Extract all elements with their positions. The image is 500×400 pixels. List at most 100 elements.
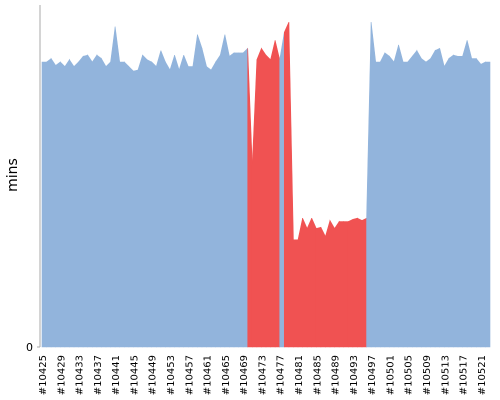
area-segment [114,26,121,348]
area-segment [407,55,413,348]
area-segment [69,58,75,348]
area-segment [485,61,491,348]
area-segment [466,40,473,348]
x-tick-label: #10521 [477,355,488,395]
area-segment [91,54,98,348]
x-tick-label: #10513 [440,355,451,395]
area-segment [288,22,294,348]
area-segment [430,49,436,348]
area-segment [352,217,358,348]
area-segment [347,218,354,348]
area-segment [311,218,317,348]
x-tick-label: #10453 [166,355,177,395]
x-tick-label: #10449 [148,355,159,395]
area-segment [201,48,207,348]
area-segment [123,61,130,348]
area-segment [334,220,340,348]
x-tick-label: #10457 [184,355,195,395]
area-segment [151,61,157,348]
area-segment [329,219,335,348]
area-segment [375,61,381,348]
area-segment [197,34,203,348]
area-segment [224,34,230,348]
x-tick-label: #10489 [331,355,342,395]
area-segment [265,54,271,348]
area-segment [343,221,349,348]
area-segment [242,47,249,348]
area-segment [475,57,482,348]
area-segment [297,218,303,348]
area-segment [155,50,162,348]
area-segment [480,61,486,348]
area-segment [325,220,331,348]
x-tick-label: #10509 [422,355,433,395]
area-segment [411,49,418,348]
area-segment [55,61,61,348]
area-segment [119,61,125,348]
x-tick-label: #10473 [257,355,268,395]
area-segment [210,60,217,348]
area-segment [146,59,153,348]
area-segment [206,65,212,348]
area-segment [137,55,143,348]
x-tick-label: #10469 [239,355,250,395]
area-segment [133,69,139,348]
y-tick-label: 0 [26,341,33,354]
area-segment [453,54,459,348]
area-segment [50,57,57,348]
area-segment [283,21,290,348]
x-tick-label: #10481 [294,355,305,395]
area-segment [128,65,134,348]
area-segment [370,22,377,348]
area-segment [96,54,102,348]
area-segment [78,55,84,348]
area-segment [425,57,431,348]
area-segment [279,32,285,348]
x-tick-label: #10437 [93,355,104,395]
area-segment [174,55,180,348]
area-segment [41,61,47,348]
area-segment [402,61,409,348]
x-tick-label: #10497 [367,355,378,395]
area-segment [315,226,322,348]
area-segment [110,26,116,348]
area-segment [59,61,66,348]
area-segment [421,57,427,348]
x-tick-label: #10493 [349,355,360,395]
x-tick-label: #10501 [385,355,396,395]
area-segment [293,239,299,348]
x-tick-label: #10485 [312,355,323,395]
area-segment [73,61,79,348]
area-segment [357,217,363,348]
area-segment [101,57,107,348]
area-segment [379,52,386,348]
area-segment [229,52,235,348]
area-segment [306,218,313,348]
x-tick-label: #10445 [129,355,140,395]
area-segment [219,34,226,348]
area-segment [247,48,253,348]
x-tick-label: #10461 [203,355,214,395]
area-segment [187,66,194,348]
area-segment [238,52,244,348]
area-segment [448,54,454,348]
area-segment [165,60,171,348]
area-segment [384,52,390,348]
area-segment [416,49,422,348]
area-segment [105,61,111,348]
area-segment [471,58,477,348]
area-segment [320,227,326,348]
area-segment [142,54,148,348]
area-segment [462,40,468,348]
x-tick-label: #10425 [38,355,49,395]
y-axis-label: mins [5,158,21,192]
area-segment [215,54,221,348]
x-tick-label: #10429 [56,355,67,395]
area-segment [169,55,175,348]
x-tick-label: #10477 [276,355,287,395]
area-segment [251,59,258,348]
area-segment [434,47,441,348]
area-segment [274,40,281,348]
x-tick-label: #10441 [111,355,122,395]
area-segment [64,58,70,348]
